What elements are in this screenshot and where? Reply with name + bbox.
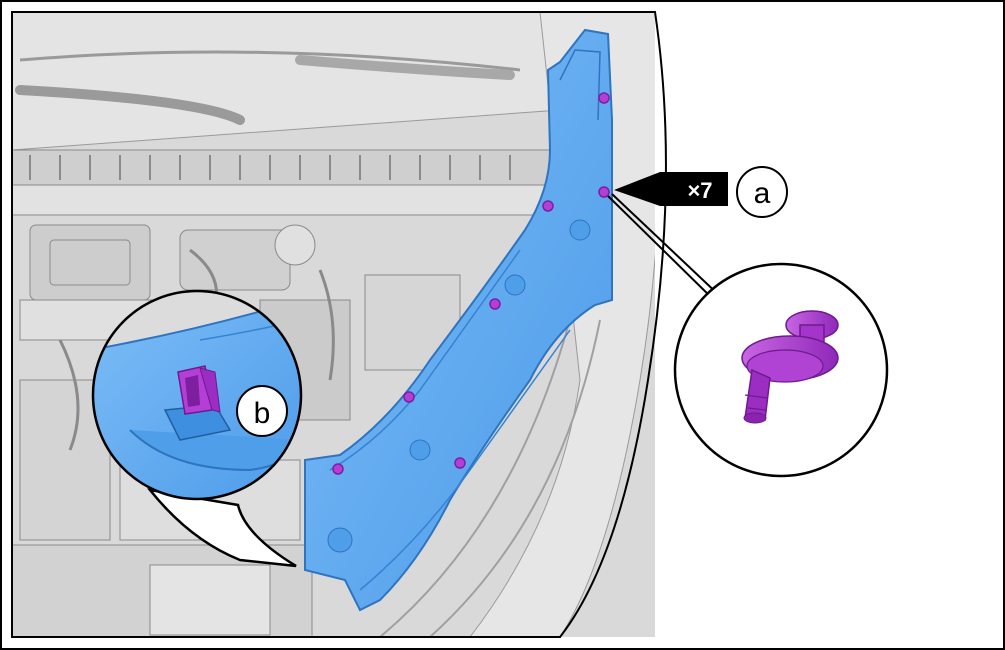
callout-a-quantity: ×7: [687, 178, 712, 203]
fender-splash-shield: [304, 28, 613, 612]
clip-location-4: [489, 298, 501, 310]
retaining-tab-icon: [163, 365, 232, 441]
clip-location-5: [403, 391, 415, 403]
clip-detail-zoom: [673, 262, 889, 478]
push-pin-clip-icon: [741, 310, 839, 424]
callout-b-circle: [236, 385, 288, 437]
callout-a-label: a: [754, 177, 771, 210]
clip-location-7: [332, 463, 344, 475]
clip-location-2: [598, 186, 610, 198]
callout-a-circle: [736, 166, 788, 218]
clip-location-3: [542, 200, 554, 212]
vehicle-outline: [11, 11, 667, 638]
clip-location-1: [598, 92, 610, 104]
callout-a: ×7 a: [614, 166, 788, 218]
tab-detail-zoom: b: [91, 289, 303, 568]
arrow-icon: [614, 172, 728, 206]
clip-location-6: [454, 457, 466, 469]
callout-b-label: b: [254, 397, 271, 430]
clip-locations: [332, 92, 610, 475]
